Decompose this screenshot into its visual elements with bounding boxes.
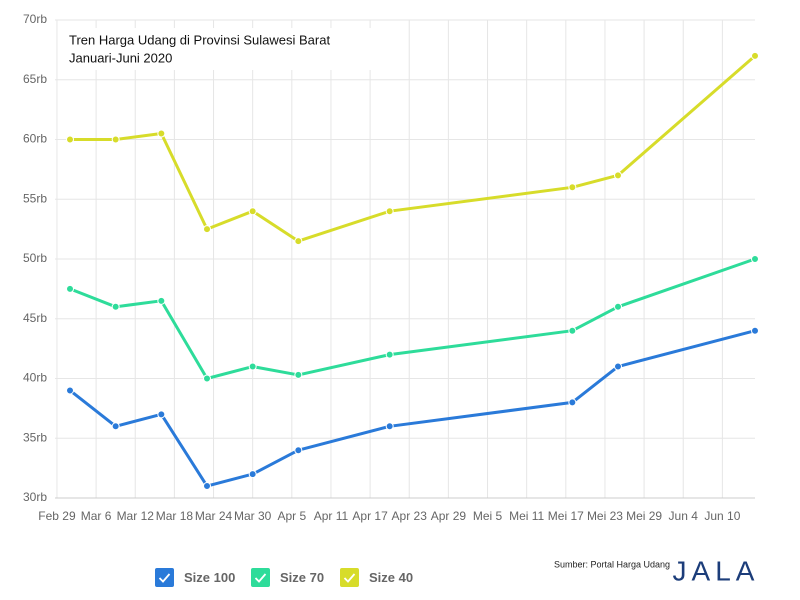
data-point — [111, 135, 120, 144]
x-tick-label: Mei 29 — [626, 509, 662, 523]
y-tick-label: 40rb — [23, 371, 47, 385]
x-tick-label: Mar 6 — [81, 509, 112, 523]
data-point — [248, 470, 257, 479]
y-tick-label: 70rb — [23, 12, 47, 26]
legend-swatch — [251, 568, 270, 587]
x-tick-label: Mei 11 — [509, 509, 544, 523]
legend-item[interactable]: Size 70 — [251, 568, 324, 587]
legend-label: Size 100 — [184, 570, 235, 585]
y-tick-label: 35rb — [23, 430, 47, 444]
data-point — [751, 255, 759, 263]
legend-check — [343, 573, 356, 583]
legend-check — [254, 573, 267, 583]
x-tick-label: Mar 12 — [117, 509, 155, 523]
y-tick-label: 65rb — [23, 72, 47, 86]
x-tick-label: Jun 4 — [669, 509, 699, 523]
y-tick-label: 50rb — [23, 251, 47, 265]
series-line — [69, 329, 756, 488]
data-point — [294, 446, 303, 455]
x-tick-label: Jun 10 — [704, 509, 740, 523]
chart-title: Tren Harga Udang di Provinsi Sulawesi Ba… — [69, 32, 330, 47]
data-point — [751, 51, 759, 60]
data-point — [614, 171, 623, 180]
data-point — [385, 422, 394, 431]
y-tick-label: 60rb — [23, 132, 47, 146]
data-point — [111, 302, 120, 311]
legend-label: Size 40 — [369, 570, 413, 585]
data-point — [157, 296, 166, 305]
legend-item[interactable]: Size 100 — [155, 568, 235, 587]
data-point — [157, 410, 166, 419]
data-point — [385, 350, 394, 359]
legend-label: Size 70 — [280, 570, 324, 585]
x-tick-label: Mei 5 — [473, 509, 503, 523]
data-point — [294, 370, 303, 379]
data-point — [203, 374, 212, 383]
data-point — [568, 183, 577, 192]
y-tick-label: 55rb — [23, 191, 47, 205]
source: Sumber: Portal Harga Udang — [554, 559, 670, 569]
x-tick-label: Apr 11 — [314, 509, 349, 523]
legend-check — [158, 573, 171, 583]
data-point — [385, 207, 394, 216]
x-tick-label: Mar 30 — [234, 509, 272, 523]
data-point — [248, 207, 257, 216]
data-point — [111, 422, 120, 431]
data-point — [248, 362, 257, 371]
data-point — [568, 326, 577, 335]
x-tick-label: Apr 17 — [352, 509, 388, 523]
x-tick-label: Mar 24 — [195, 509, 233, 523]
x-tick-label: Apr 29 — [431, 509, 467, 523]
series — [66, 326, 759, 491]
title-box — [60, 28, 374, 70]
legend-swatch — [340, 568, 359, 587]
chart-subtitle: Januari-Juni 2020 — [69, 50, 172, 65]
data-point — [203, 225, 212, 234]
series-line — [70, 54, 756, 243]
data-point — [614, 362, 623, 371]
data-point — [157, 129, 166, 138]
legend-swatch — [155, 568, 174, 587]
data-point — [203, 482, 212, 491]
y-tick-label: 45rb — [23, 311, 47, 325]
x-tick-label: Mar 18 — [156, 509, 194, 523]
data-point — [66, 386, 75, 395]
x-tick-label: Mei 17 — [548, 509, 584, 523]
legend-item[interactable]: Size 40 — [340, 568, 413, 587]
data-point — [751, 326, 759, 335]
logo: JALA — [673, 555, 760, 586]
series — [66, 51, 759, 246]
data-point — [66, 284, 75, 293]
series — [66, 255, 759, 383]
x-tick-label: Mei 23 — [587, 509, 623, 523]
data-point — [294, 237, 303, 246]
data-point — [568, 398, 577, 407]
x-tick-label: Apr 5 — [277, 509, 306, 523]
y-tick-label: 30rb — [23, 490, 47, 504]
series-line — [69, 257, 756, 380]
data-point — [614, 302, 623, 311]
x-tick-label: Apr 23 — [392, 509, 428, 523]
x-tick-label: Feb 29 — [38, 509, 76, 523]
data-point — [66, 135, 75, 144]
